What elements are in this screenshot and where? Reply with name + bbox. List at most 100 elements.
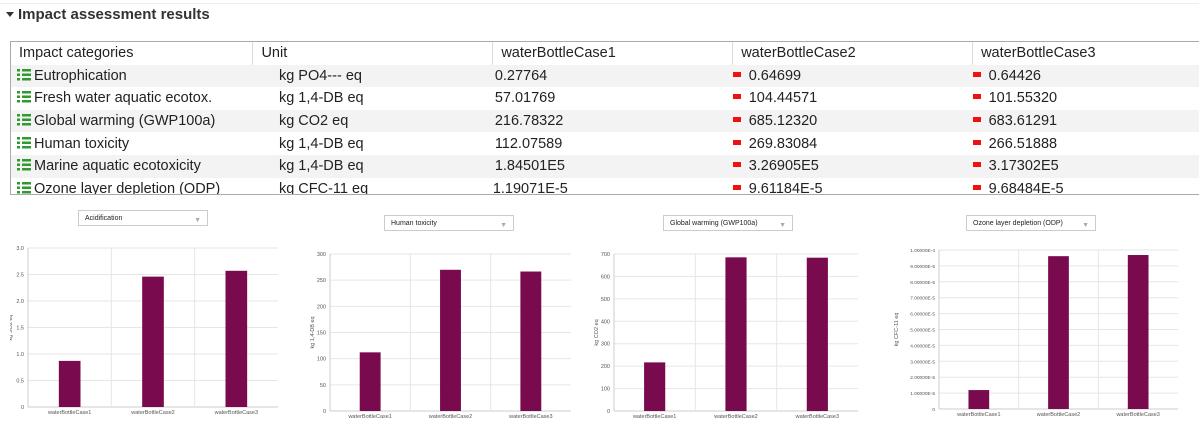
- chevron-down-icon: ▼: [500, 222, 507, 229]
- y-tick-label: 500: [601, 297, 610, 303]
- chevron-down-icon: ▼: [1082, 222, 1089, 229]
- value-text: 9.68484E-5: [988, 180, 1064, 195]
- unit-cell: kg 1,4-DB eq: [278, 135, 364, 152]
- table-row[interactable]: Ozone layer depletion (ODP) kg CFC-11 eq 1…: [11, 177, 1199, 195]
- bar-waterBottleCase2: [725, 257, 747, 411]
- value-cell: 216.78322: [493, 110, 733, 133]
- x-tick-label: waterBottleCase1: [47, 410, 91, 416]
- unit-cell: kg 1,4-DB eq: [278, 90, 364, 107]
- impact-category-icon: [17, 68, 31, 81]
- y-tick-label: 1.0: [16, 352, 24, 358]
- impact-category-dropdown[interactable]: Global warming (GWP100a) ▼: [663, 215, 793, 231]
- bar-waterBottleCase1: [359, 352, 381, 411]
- bar-waterBottleCase1: [968, 390, 990, 409]
- y-tick-label: 0: [932, 407, 935, 413]
- x-tick-label: waterBottleCase3: [508, 414, 552, 420]
- x-tick-label: waterBottleCase1: [632, 414, 676, 420]
- y-tick-label: 2.0: [16, 299, 24, 305]
- impact-category-dropdown[interactable]: Ozone layer depletion (ODP) ▼: [966, 215, 1096, 231]
- value-cell: 3.17302E5: [972, 155, 1199, 178]
- bar-waterBottleCase1: [644, 362, 666, 411]
- collapse-caret-icon[interactable]: [6, 12, 14, 17]
- impact-category-dropdown[interactable]: Acidification ▼: [78, 210, 208, 226]
- x-tick-label: waterBottleCase2: [130, 410, 174, 416]
- bar-chart: 0 0.5 1.0 1.5 2.0 2.5 3.0 kg SO2 eq waterBottleC…: [8, 246, 278, 416]
- value-cell: 1.19071E-5: [492, 178, 733, 195]
- category-cell: Human toxicity: [11, 132, 253, 155]
- result-bar-indicator: [972, 139, 981, 145]
- bar-waterBottleCase2: [1048, 256, 1069, 409]
- table-row[interactable]: Human toxicity kg 1,4-DB eq 112.07589 269.8…: [11, 132, 1199, 155]
- value-cell: 266.51888: [972, 132, 1199, 155]
- results-table: Impact categories Unit waterBottleCase1 …: [10, 41, 1199, 195]
- column-header[interactable]: waterBottleCase2: [732, 42, 974, 65]
- y-tick-label: 100: [317, 357, 326, 363]
- y-tick-label: 400: [601, 319, 610, 325]
- x-tick-label: waterBottleCase3: [214, 410, 258, 416]
- chart-acidification: Acidification ▼ 0 0.5 1.0 1.5 2.0 2.5 3.0 kg SO…: [8, 200, 285, 430]
- bar-waterBottleCase3: [520, 271, 542, 411]
- value-cell: 685.12320: [732, 110, 973, 133]
- value-text: 1.19071E-5: [492, 180, 568, 195]
- chart-human-toxicity: Human toxicity ▼ 0 50 100 150 200 250 300 kg 1,…: [308, 200, 578, 430]
- section-header[interactable]: Impact assessment results: [0, 0, 1199, 34]
- y-axis-title: kg SO2 eq: [10, 315, 14, 341]
- result-bar-indicator: [732, 139, 741, 145]
- unit-cell: kg 1,4-DB eq: [278, 158, 364, 175]
- bar-chart: 0 1.00000E-5 2.00000E-5 3.00000E-5 4.00000E-…: [894, 248, 1178, 418]
- y-tick-label: 6.00000E-5: [910, 312, 935, 318]
- result-bar-indicator: [732, 117, 741, 123]
- bar-chart: 0 100 200 300 400 500 600 700 kg CO2 eq waterBott…: [594, 252, 858, 420]
- value-cell: 0.64426: [972, 65, 1199, 88]
- table-row[interactable]: Global warming (GWP100a) kg CO2 eq 216.783…: [11, 109, 1199, 133]
- y-tick-label: 3.0: [16, 246, 24, 252]
- value-text: 683.61291: [988, 113, 1058, 130]
- y-tick-label: 1.5: [16, 326, 24, 332]
- top-divider: [0, 3, 1199, 4]
- value-text: 3.17302E5: [988, 158, 1059, 175]
- value-text: 266.51888: [988, 135, 1058, 152]
- table-row[interactable]: Marine aquatic ecotoxicity kg 1,4-DB eq 1.…: [11, 154, 1199, 178]
- impact-category-dropdown[interactable]: Human toxicity ▼: [384, 215, 514, 231]
- y-tick-label: 0: [323, 409, 326, 415]
- y-tick-label: 3.00000E-5: [910, 359, 935, 365]
- chart-global-warming: Global warming (GWP100a) ▼ 0 100 200 300 400…: [590, 200, 865, 430]
- result-bar-indicator: [732, 162, 741, 168]
- y-tick-label: 7.00000E-5: [910, 296, 935, 302]
- table-row[interactable]: Fresh water aquatic ecotox. kg 1,4-DB eq 5…: [11, 87, 1199, 110]
- dropdown-selected-value: Ozone layer depletion (ODP): [973, 220, 1063, 227]
- value-cell: 57.01769: [493, 87, 733, 110]
- x-tick-label: waterBottleCase2: [1036, 412, 1080, 418]
- chevron-down-icon: ▼: [779, 222, 786, 229]
- y-tick-label: 100: [601, 387, 610, 393]
- result-bar-indicator: [732, 184, 741, 190]
- result-bar-indicator: [972, 71, 981, 77]
- impact-category-icon: [17, 181, 31, 194]
- column-header[interactable]: waterBottleCase1: [492, 42, 734, 65]
- y-tick-label: 1.00000E-5: [910, 391, 935, 397]
- bar-waterBottleCase3: [806, 257, 828, 411]
- value-text: 104.44571: [748, 90, 818, 107]
- column-header[interactable]: Unit: [252, 42, 494, 65]
- value-cell: 0.27764: [493, 65, 733, 88]
- value-text: 1.84501E5: [494, 158, 565, 175]
- category-cell: Ozone layer depletion (ODP): [11, 178, 253, 194]
- y-tick-label: 0: [607, 409, 610, 415]
- category-name: Fresh water aquatic ecotox.: [34, 90, 213, 107]
- y-tick-label: 0.5: [16, 379, 24, 385]
- dropdown-selected-value: Global warming (GWP100a): [670, 220, 758, 227]
- table-row[interactable]: Eutrophication kg PO4--- eq 0.27764 0.64699…: [11, 64, 1199, 88]
- column-header[interactable]: waterBottleCase3: [972, 42, 1199, 65]
- result-bar-indicator: [732, 94, 741, 100]
- column-header[interactable]: Impact categories: [11, 42, 254, 65]
- value-cell: 1.84501E5: [493, 155, 733, 178]
- y-tick-label: 0: [21, 405, 24, 411]
- y-tick-label: 8.00000E-5: [910, 280, 935, 286]
- category-cell: Fresh water aquatic ecotox.: [11, 87, 253, 110]
- x-tick-label: waterBottleCase2: [713, 414, 757, 420]
- x-tick-label: waterBottleCase2: [428, 414, 472, 420]
- y-tick-label: 9.00000E-5: [910, 264, 935, 270]
- category-name: Global warming (GWP100a): [34, 113, 216, 130]
- y-tick-label: 1.00000E-4: [910, 248, 935, 254]
- value-cell: 104.44571: [732, 87, 973, 110]
